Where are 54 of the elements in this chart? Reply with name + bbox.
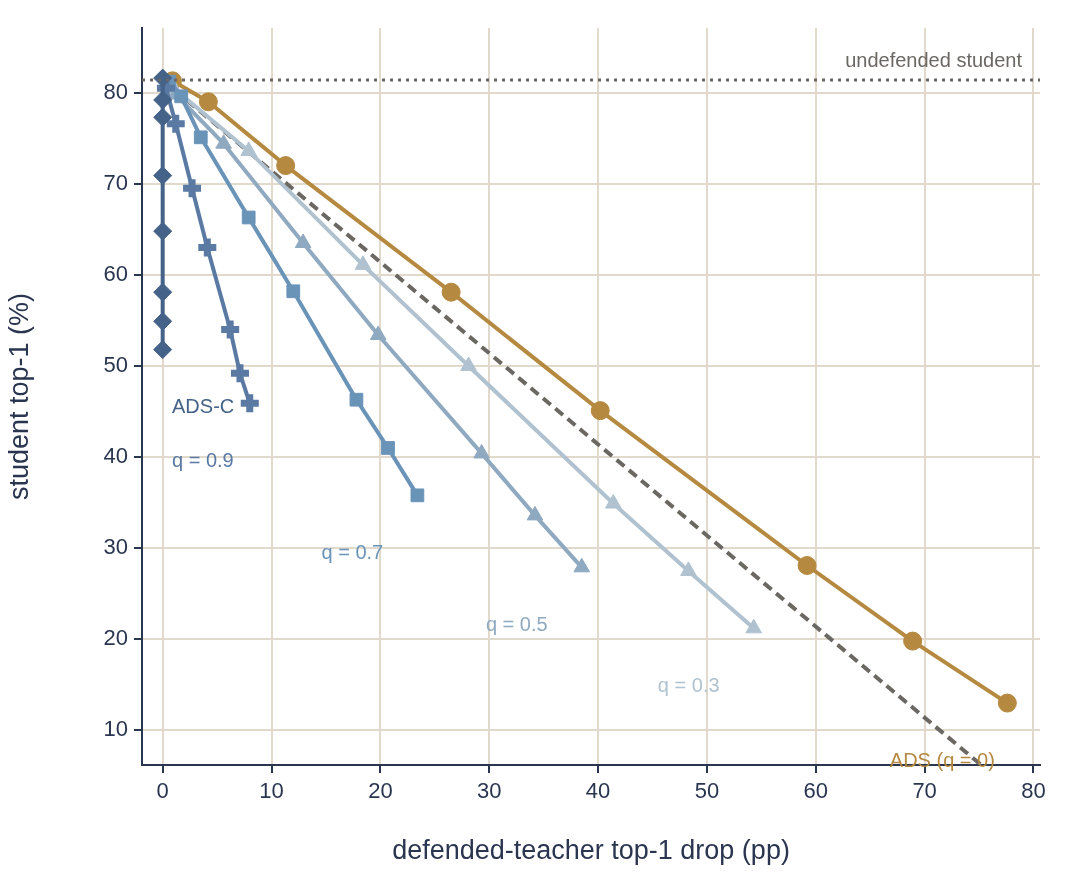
series-label: q = 0.9	[172, 448, 234, 471]
point	[410, 488, 425, 503]
x-tick-label: 20	[368, 778, 393, 804]
y-tick-label: 70	[103, 169, 128, 195]
point	[381, 441, 395, 455]
point	[526, 505, 544, 521]
point	[153, 311, 173, 331]
y-tick-label: 40	[103, 443, 128, 469]
point	[573, 557, 591, 573]
text: q = 0.3	[657, 673, 720, 696]
y-tick-label: 10	[103, 716, 128, 742]
y-tick-label: 30	[103, 534, 128, 560]
x-tick-label: 0	[156, 778, 169, 804]
point	[997, 693, 1017, 713]
point	[473, 443, 490, 459]
x-tick-label: 10	[259, 778, 284, 804]
point	[193, 130, 208, 145]
point	[241, 210, 256, 225]
point	[903, 631, 923, 651]
point	[153, 166, 173, 186]
point	[174, 89, 189, 104]
y-axis-title: student top-1 (%)	[3, 292, 34, 501]
x-tick-label: 80	[1021, 778, 1046, 804]
point	[369, 325, 387, 341]
series-label: ADS-C	[172, 395, 235, 418]
point	[276, 156, 296, 176]
point	[153, 107, 173, 127]
point	[153, 340, 173, 360]
ref-line-label: undefended student	[845, 49, 1023, 72]
x-axis-title: defended-teacher top-1 drop (pp)	[392, 835, 790, 866]
point	[797, 555, 817, 575]
x-tick-label: 40	[585, 778, 611, 804]
point	[605, 494, 622, 509]
x-tick-label: 70	[912, 778, 937, 804]
point	[460, 356, 477, 371]
y-tick-label: 60	[103, 260, 128, 286]
point	[590, 401, 610, 421]
point	[441, 282, 461, 302]
point	[286, 284, 301, 299]
y-tick-label: 50	[103, 352, 128, 378]
point	[198, 92, 218, 112]
x-tick-label: 30	[476, 778, 502, 804]
point	[745, 618, 763, 634]
point	[349, 392, 364, 407]
point	[153, 282, 173, 302]
point	[153, 221, 173, 241]
y-tick-label: 80	[103, 78, 128, 104]
x-tick-label: 60	[803, 778, 829, 804]
y-tick-label: 20	[103, 625, 128, 651]
point	[680, 561, 697, 576]
x-tick-label: 50	[694, 778, 720, 804]
text: q = 0.5	[485, 612, 548, 635]
text: q = 0.7	[321, 540, 384, 563]
point	[153, 90, 173, 110]
